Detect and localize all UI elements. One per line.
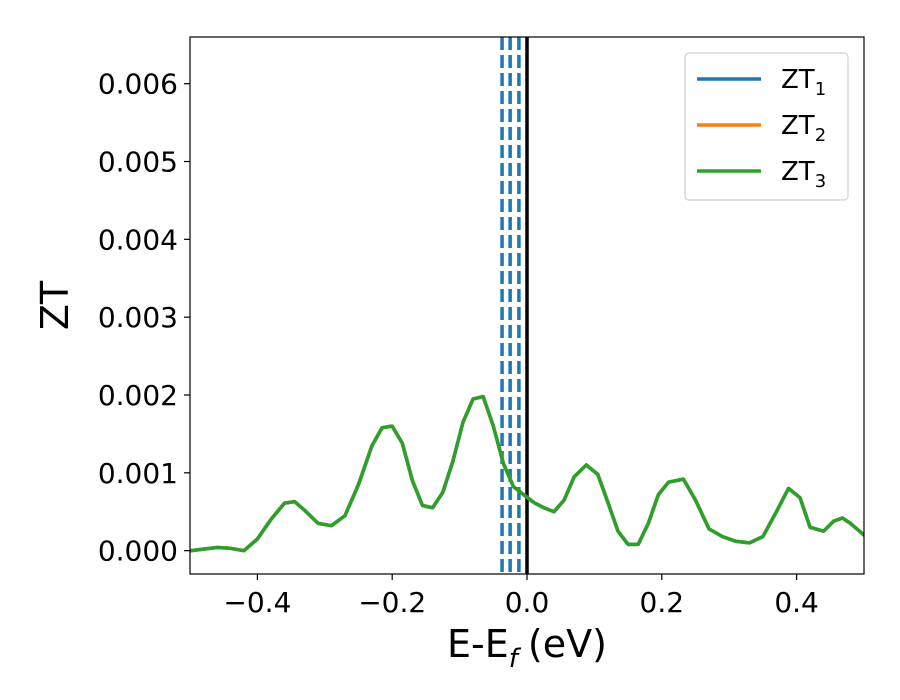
y-tick-label: 0.004: [98, 223, 178, 256]
y-tick-label: 0.000: [98, 535, 178, 568]
x-tick-label: 0.2: [640, 586, 685, 619]
y-axis-label: ZT: [33, 280, 77, 330]
x-tick-label: 0.0: [505, 586, 550, 619]
x-tick-label: −0.2: [358, 586, 426, 619]
legend: ZT1 ZT2 ZT3: [684, 52, 849, 201]
y-tick-label: 0.003: [98, 301, 178, 334]
y-tick-label: 0.002: [98, 379, 178, 412]
series-line-3: [190, 394, 864, 553]
y-tick-label: 0.005: [98, 146, 178, 179]
legend-label-3: ZT3: [781, 157, 826, 192]
legend-label-2: ZT2: [781, 111, 826, 146]
plot-area: [190, 37, 864, 574]
y-tick-label: 0.001: [98, 457, 178, 490]
y-axis: 0.000 0.001 0.002 0.003 0.004 0.005 0.006: [98, 68, 190, 568]
legend-box: [684, 52, 849, 201]
y-tick-label: 0.006: [98, 68, 178, 101]
x-axis: −0.4 −0.2 0.0 0.2 0.4: [223, 574, 819, 619]
x-axis-label-main: E-E: [447, 622, 509, 666]
x-axis-label-unit: (eV): [528, 622, 607, 666]
legend-label-1: ZT1: [781, 65, 826, 100]
x-tick-label: 0.4: [774, 586, 819, 619]
x-tick-label: −0.4: [223, 586, 291, 619]
